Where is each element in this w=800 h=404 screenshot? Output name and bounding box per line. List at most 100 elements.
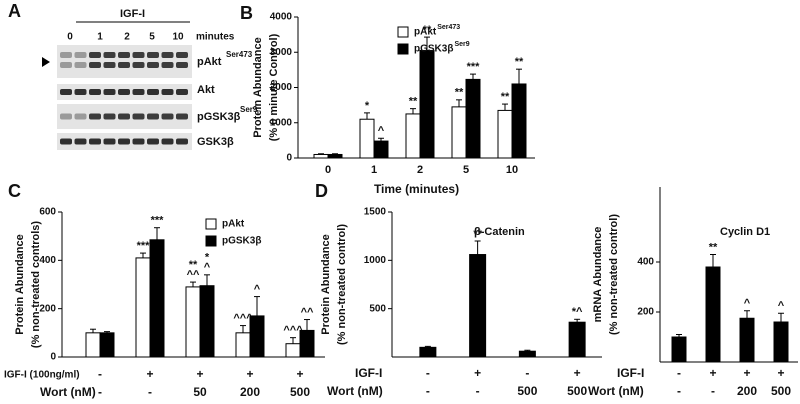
blot-band (103, 52, 116, 58)
significance-label: ** (423, 24, 432, 36)
condition-value: - (711, 384, 715, 398)
panel-letter: C (8, 181, 21, 201)
bar (299, 329, 315, 358)
condition-value: + (777, 366, 784, 380)
treatment-label: IGF-I (120, 8, 145, 20)
significance-label: ^ (204, 262, 211, 274)
condition-value: - (525, 366, 529, 380)
bar (85, 332, 101, 358)
y-tick-label: 500 (369, 303, 386, 314)
blot-band (161, 52, 174, 58)
legend-label: pAkt (414, 27, 437, 38)
condition-value: + (574, 366, 581, 380)
bar (373, 140, 389, 159)
band-label: pGSK3β (197, 111, 241, 123)
condition-value: 500 (567, 384, 587, 398)
band-superscript: Ser9 (240, 105, 258, 114)
y-tick-label: 400 (39, 255, 56, 266)
blot-band (74, 138, 87, 145)
bar (511, 83, 527, 159)
significance-label: ** (189, 259, 198, 271)
condition-value: - (677, 366, 681, 380)
y-tick-label: 4000 (270, 12, 293, 23)
legend-swatch (397, 43, 409, 55)
bar (99, 332, 115, 358)
blot-band (161, 113, 174, 120)
bar (235, 332, 251, 358)
condition-value: + (709, 366, 716, 380)
blot-band (118, 89, 130, 95)
band-label: Akt (197, 84, 215, 96)
blot-band (89, 113, 101, 120)
condition-value: - (476, 384, 480, 398)
legend-superscript: Ser9 (454, 41, 469, 48)
blot-band (60, 138, 72, 145)
significance-label: ^ (744, 298, 751, 310)
blot-band (176, 138, 188, 145)
bar (359, 118, 375, 159)
panel-letter: D (315, 181, 328, 201)
x-axis-label: Time (minutes) (374, 182, 459, 196)
blot-band (161, 138, 174, 145)
blot-band (60, 89, 72, 95)
condition-value: 500 (517, 384, 537, 398)
significance-label: ^^^ (283, 325, 303, 337)
y-axis-label: (% non-treated control) (608, 214, 620, 335)
blot-band (89, 62, 101, 68)
blot-band (161, 62, 174, 68)
arrowhead (42, 57, 50, 67)
y-axis-label: Protein Abundance (14, 234, 26, 334)
bar (419, 346, 437, 358)
bar (739, 317, 755, 363)
blot-band (89, 138, 101, 145)
bar (671, 336, 687, 363)
bar (705, 266, 721, 363)
chart-title: β-Catenin (474, 226, 525, 238)
blot-band (176, 89, 188, 95)
condition-value: - (98, 385, 102, 399)
condition-value: + (196, 367, 203, 381)
bar (185, 286, 201, 358)
condition-label: IGF-I (355, 366, 382, 380)
lane-label: 1 (97, 32, 103, 43)
significance-label: * (365, 100, 370, 112)
significance-label: *** (467, 61, 481, 73)
condition-value: - (98, 367, 102, 381)
bar (327, 153, 343, 159)
blot-band (118, 62, 130, 68)
significance-label: ^ (254, 283, 261, 295)
significance-label: ^ (378, 125, 385, 137)
x-tick-label: 0 (325, 164, 331, 176)
blot-band (176, 113, 188, 120)
bar (451, 106, 467, 159)
significance-label: ^^^ (233, 312, 253, 324)
y-axis-label: mRNA Abundance (592, 227, 604, 323)
y-axis-label: Protein Abundance (320, 234, 332, 334)
blot-band (147, 62, 159, 68)
condition-value: + (146, 367, 153, 381)
bar (469, 254, 487, 358)
lane-label: 2 (124, 32, 130, 43)
blot-band (74, 62, 87, 68)
condition-value: 200 (240, 385, 260, 399)
significance-label: ** (501, 91, 510, 103)
y-tick-label: 0 (50, 352, 56, 363)
legend-superscript: Ser473 (437, 24, 460, 31)
blot-band (147, 52, 159, 58)
condition-label: IGF-I (100ng/ml) (4, 370, 80, 381)
x-tick-label: 5 (463, 164, 469, 176)
bar (497, 109, 513, 159)
bar (419, 49, 435, 159)
significance-label: ** (455, 87, 464, 99)
y-tick-label: 2000 (270, 82, 293, 93)
lane-label: 0 (67, 32, 73, 43)
western-blots (57, 45, 192, 150)
x-tick-label: 1 (371, 164, 377, 176)
bar (313, 153, 329, 159)
blot-band (176, 62, 188, 68)
condition-label: Wort (nM) (40, 385, 96, 399)
bar (405, 113, 421, 159)
bar (135, 257, 151, 358)
significance-label: *** (137, 240, 151, 252)
